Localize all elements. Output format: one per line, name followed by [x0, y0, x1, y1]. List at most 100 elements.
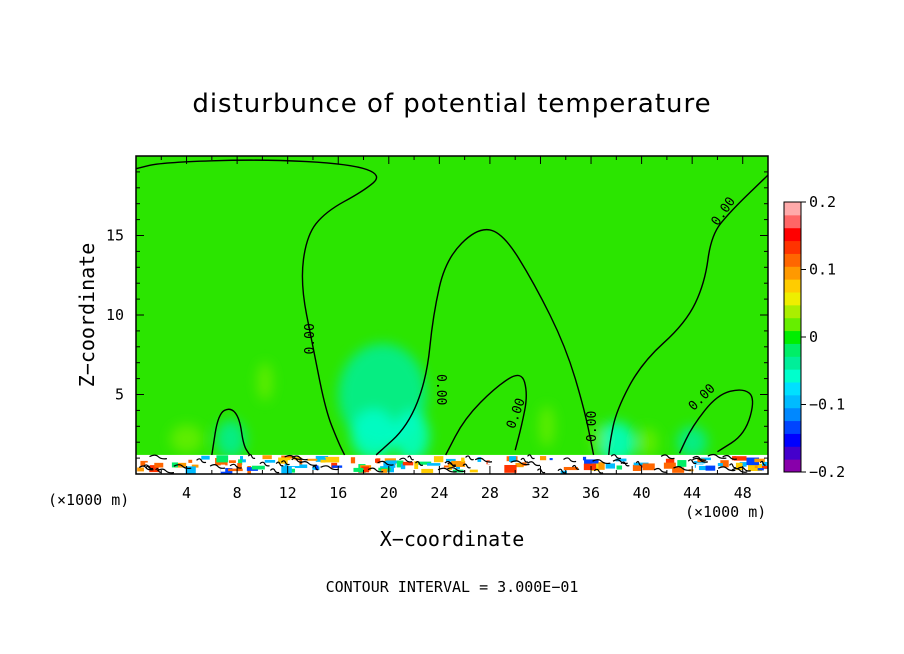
ground-contour [692, 455, 707, 461]
ground-cell [677, 460, 687, 467]
ground-contour [446, 467, 466, 473]
colorbar-swatch [784, 304, 801, 319]
ground-contour [660, 454, 675, 460]
ground-cell [185, 466, 196, 474]
ground-contour [707, 453, 727, 459]
ground-cell [477, 457, 482, 462]
x-tick-label: 32 [531, 484, 549, 502]
shading-region [637, 427, 659, 457]
ground-cell [396, 460, 404, 468]
ground-contour [717, 466, 736, 472]
ground-cell [198, 459, 211, 468]
ground-contour [320, 465, 340, 471]
ground-contour [280, 460, 290, 466]
ground-cell [448, 464, 453, 470]
shading-region [539, 405, 555, 447]
ground-cell [632, 464, 642, 471]
ground-cell [149, 465, 159, 473]
shading-region [393, 410, 430, 462]
ground-cell [701, 457, 711, 461]
ground-cell [315, 465, 319, 471]
ground-cell [353, 467, 364, 472]
ground-contour [722, 454, 737, 460]
ground-contour [138, 465, 153, 471]
ground-cell [754, 465, 758, 469]
ground-contour [229, 463, 242, 469]
ground-cell [402, 461, 414, 466]
ground-contour [149, 454, 168, 460]
x-axis-label: X−coordinate [380, 527, 525, 551]
ground-contour [729, 463, 737, 469]
ground-contour [673, 465, 692, 471]
ground-contour [437, 467, 457, 473]
contour-line-zero [445, 374, 527, 456]
ground-cell [615, 458, 627, 462]
ground-contour [447, 462, 457, 467]
ground-cell [416, 461, 432, 465]
ground-cell [515, 462, 524, 468]
x-tick-label: 4 [182, 484, 191, 502]
ground-cell [427, 463, 441, 466]
colorbar-swatch [784, 266, 801, 280]
ground-contour [759, 460, 766, 466]
ground-cell [761, 465, 768, 469]
ground-cell [539, 456, 547, 461]
ground-contour [259, 461, 270, 467]
ground-contour [687, 459, 697, 465]
ground-cell [137, 467, 144, 472]
ground-cell [281, 466, 292, 474]
ground-cell [598, 462, 605, 470]
ground-noise-band [136, 453, 768, 474]
ground-cell [324, 456, 340, 463]
colorbar-swatch [784, 446, 801, 460]
ground-contour [527, 461, 541, 467]
ground-cell [688, 469, 694, 472]
ground-cell [582, 456, 587, 461]
ground-contour [593, 468, 604, 474]
colorbar-swatch [784, 343, 801, 357]
ground-contour [299, 461, 318, 466]
ground-cell [361, 466, 370, 473]
colorbar-swatch [784, 240, 801, 254]
ground-contour [592, 459, 611, 465]
ground-cell [251, 465, 265, 470]
colorbar-swatch [784, 382, 801, 396]
x-unit-left: (×1000 m) [48, 491, 129, 509]
ground-cell [443, 465, 453, 468]
ground-cell [171, 462, 178, 468]
colorbar-tick-label: −0.1 [809, 396, 845, 414]
ground-cell [642, 463, 655, 471]
ground-cell [746, 457, 760, 466]
ground-cell [307, 458, 318, 461]
ground-contour [557, 468, 567, 474]
colorbar-tick-label: 0.1 [809, 261, 836, 279]
ground-cell [717, 463, 723, 467]
ground-cell [549, 463, 556, 471]
ground-cell [584, 459, 599, 466]
ground-cell [264, 460, 276, 463]
ground-cell [754, 458, 765, 463]
ground-contour [415, 461, 424, 466]
contour-line-zero [136, 159, 378, 456]
ground-cell [228, 460, 236, 463]
ground-contour [536, 468, 546, 474]
ground-contour [312, 465, 319, 471]
ground-cell [720, 460, 729, 468]
shading-region [591, 426, 604, 452]
colorbar-swatch [784, 394, 801, 409]
ground-cell [400, 463, 406, 470]
x-tick-label: 48 [734, 484, 752, 502]
ground-cell [732, 456, 737, 461]
ground-cell [693, 461, 706, 464]
shading-region [597, 421, 636, 463]
ground-contour [465, 455, 474, 461]
contour-label: 0.00 [433, 374, 448, 405]
ground-contour [269, 468, 280, 474]
ground-contour [209, 463, 226, 469]
ground-cell [451, 460, 466, 467]
ground-cell [509, 456, 517, 462]
ground-contour [155, 467, 162, 473]
ground-cell [241, 459, 246, 463]
colorbar-swatch [784, 317, 801, 332]
